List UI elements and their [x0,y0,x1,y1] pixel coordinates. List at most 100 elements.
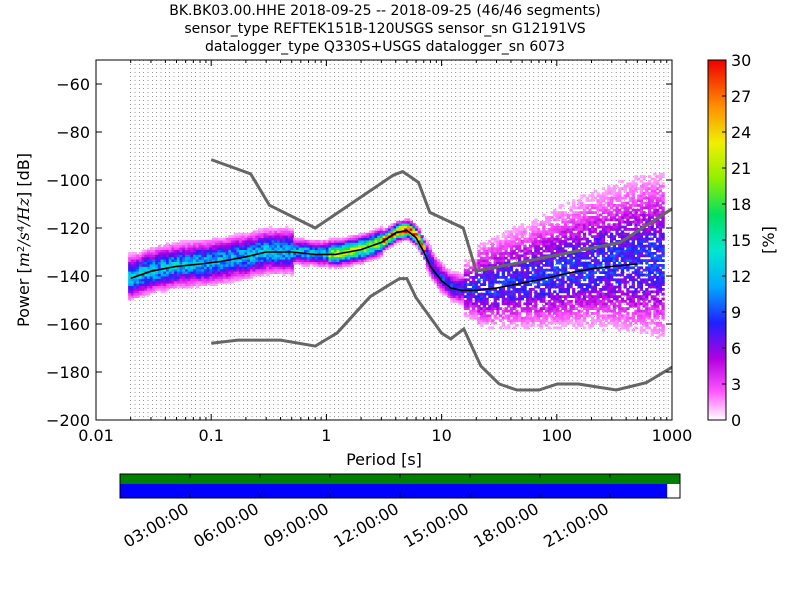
ppsd-cell [155,252,159,255]
ppsd-cell [591,192,595,195]
ppsd-cell [490,321,495,325]
ppsd-cell [184,249,189,253]
ppsd-cell [517,249,522,253]
ppsd-cell [623,266,627,270]
ppsd-cell [582,302,587,306]
ppsd-cell [263,256,267,260]
ppsd-cell [482,271,487,274]
ppsd-cell [271,256,275,260]
ppsd-cell [363,244,367,248]
ppsd-cell [580,261,584,265]
ppsd-cell [642,244,646,248]
ppsd-cell [333,256,338,260]
ppsd-cell [244,276,248,279]
ppsd-cell [217,259,221,262]
ppsd-cell [553,276,557,279]
ppsd-cell [507,259,511,262]
ppsd-cell [482,242,487,246]
ppsd-cell [133,271,137,274]
ppsd-cell [642,309,646,313]
ppsd-cell [277,242,281,246]
ppsd-cell [133,292,137,296]
ppsd-cell [203,264,208,267]
ppsd-cell [350,235,354,238]
ppsd-cell [184,278,189,282]
ppsd-cell [615,312,619,315]
ppsd-cell [647,326,652,330]
ppsd-cell [214,276,219,279]
ppsd-cell [184,280,189,284]
ppsd-cell [637,199,641,202]
ppsd-cell [452,292,457,296]
ppsd-cell [572,218,576,222]
ppsd-cell [366,244,370,248]
ppsd-cell [550,261,554,265]
ppsd-cell [141,278,145,282]
ppsd-cell [515,312,519,315]
y-tick-label: −160 [46,315,90,334]
ppsd-cell [558,261,562,265]
ppsd-cell [555,307,560,310]
ppsd-cell [201,256,205,260]
ppsd-cell [509,302,514,306]
ppsd-cell [639,235,644,238]
ppsd-cell [458,292,462,296]
ppsd-cell [547,220,552,224]
ppsd-cell [147,292,151,296]
ppsd-cell [184,242,189,246]
ppsd-cell [534,264,538,267]
ppsd-cell [661,196,665,200]
ppsd-cell [650,244,654,248]
ppsd-cell [620,230,625,234]
ppsd-cell [596,218,600,222]
ppsd-cell [569,235,573,238]
ppsd-cell [569,321,573,325]
ppsd-cell [493,276,497,279]
ppsd-cell [482,292,487,296]
ppsd-cell [504,283,508,286]
ppsd-cell [428,271,432,274]
ppsd-cell [190,259,194,262]
ppsd-cell [374,230,378,234]
ppsd-cell [601,187,606,190]
ppsd-cell [263,232,267,236]
ppsd-cell [585,223,589,226]
ppsd-cell [258,256,262,260]
ppsd-cell [331,237,335,241]
ppsd-cell [645,326,649,330]
ppsd-cell [607,259,611,262]
ppsd-cell [569,304,573,308]
ppsd-cell [637,259,641,262]
ppsd-cell [482,319,487,322]
ppsd-cell [369,256,373,260]
ppsd-cell [639,206,644,210]
ppsd-cell [631,278,635,282]
ppsd-cell [369,240,373,243]
ppsd-cell [615,225,619,229]
ppsd-cell [431,261,435,265]
ppsd-cell [228,261,232,265]
ppsd-cell [539,314,543,318]
ppsd-cell [209,259,213,262]
ppsd-cell [618,189,622,193]
ppsd-cell [580,300,584,303]
ppsd-cell [152,280,156,284]
ppsd-cell [501,283,506,286]
ppsd-cell [582,232,587,236]
ppsd-cell [626,273,630,277]
ppsd-cell [295,247,300,250]
ppsd-cell [601,192,606,195]
ppsd-cell [450,295,454,298]
ppsd-cell [371,240,376,243]
ppsd-cell [155,266,159,270]
ppsd-cell [639,302,644,306]
ppsd-cell [388,225,392,229]
ppsd-cell [650,297,654,301]
ppsd-cell [466,300,470,303]
ppsd-cell [515,256,519,260]
ppsd-cell [637,256,641,260]
ppsd-cell [507,230,511,234]
ppsd-cell [609,228,614,231]
ppsd-cell [268,249,273,253]
ppsd-cell [582,283,587,286]
